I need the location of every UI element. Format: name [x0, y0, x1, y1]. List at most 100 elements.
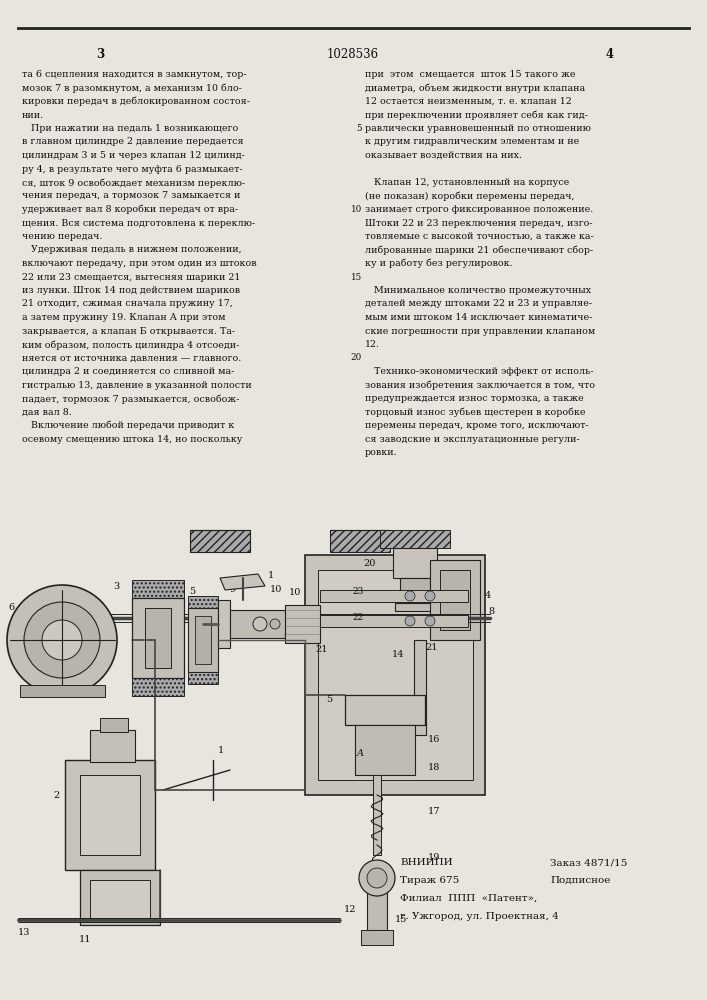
Text: При нажатии на педаль 1 возникающего: При нажатии на педаль 1 возникающего — [22, 124, 238, 133]
Text: мозок 7 в разомкнутом, а механизм 10 бло-: мозок 7 в разомкнутом, а механизм 10 бло… — [22, 84, 242, 93]
Text: Минимальное количество промежуточных: Минимальное количество промежуточных — [365, 286, 591, 295]
Bar — [90, 880, 150, 918]
Text: 22 или 23 смещается, вытесняя шарики 21: 22 или 23 смещается, вытесняя шарики 21 — [22, 272, 240, 282]
Text: 8: 8 — [488, 607, 494, 616]
Bar — [395, 603, 433, 611]
Text: Тираж 675: Тираж 675 — [400, 876, 460, 885]
Text: перемены передач, кроме того, исключают-: перемены передач, кроме того, исключают- — [365, 421, 589, 430]
Text: ким образом, полость цилиндра 4 отсоеди-: ким образом, полость цилиндра 4 отсоеди- — [22, 340, 240, 350]
Text: 12: 12 — [344, 905, 356, 914]
Bar — [380, 530, 450, 548]
Bar — [132, 580, 184, 598]
Text: 7: 7 — [445, 570, 451, 580]
Text: 17: 17 — [428, 808, 440, 816]
Text: 2: 2 — [54, 792, 60, 800]
Text: 4: 4 — [606, 48, 614, 61]
Bar — [285, 605, 320, 643]
Text: 12 остается неизменным, т. е. клапан 12: 12 остается неизменным, т. е. клапан 12 — [365, 97, 572, 106]
Text: 21: 21 — [316, 645, 328, 654]
Text: 3: 3 — [114, 582, 120, 591]
Text: 3: 3 — [96, 48, 104, 61]
Bar — [430, 560, 480, 640]
Text: либрованные шарики 21 обеспечивают сбор-: либрованные шарики 21 обеспечивают сбор- — [365, 245, 593, 255]
Text: ру 4, в результате чего муфта 6 размыкает-: ру 4, в результате чего муфта 6 размыкае… — [22, 164, 243, 174]
Bar — [20, 685, 105, 697]
Text: 14: 14 — [392, 650, 404, 659]
Text: ся, шток 9 освобождает механизм переклю-: ся, шток 9 освобождает механизм переклю- — [22, 178, 245, 188]
Bar — [367, 885, 387, 930]
Circle shape — [425, 591, 435, 601]
Circle shape — [367, 868, 387, 888]
Text: 16: 16 — [428, 736, 440, 744]
Text: из лунки. Шток 14 под действием шариков: из лунки. Шток 14 под действием шариков — [22, 286, 240, 295]
Text: включают передачу, при этом один из штоков: включают передачу, при этом один из шток… — [22, 259, 257, 268]
Bar — [80, 870, 160, 925]
Text: ку и работу без регулировок.: ку и работу без регулировок. — [365, 259, 513, 268]
Text: осевому смещению штока 14, но поскольку: осевому смещению штока 14, но поскольку — [22, 434, 243, 444]
Text: 10: 10 — [351, 205, 362, 214]
Text: закрывается, а клапан Б открывается. Та-: закрывается, а клапан Б открывается. Та- — [22, 326, 235, 336]
Text: 15: 15 — [395, 916, 407, 924]
Text: Удерживая педаль в нижнем положении,: Удерживая педаль в нижнем положении, — [22, 245, 242, 254]
Bar — [188, 596, 218, 608]
Text: Технико-экономический эффект от исполь-: Технико-экономический эффект от исполь- — [365, 367, 593, 376]
Text: 6: 6 — [8, 603, 14, 612]
Text: в главном цилиндре 2 давление передается: в главном цилиндре 2 давление передается — [22, 137, 244, 146]
Text: а затем пружину 19. Клапан А при этом: а затем пружину 19. Клапан А при этом — [22, 313, 226, 322]
Text: Клапан 12, установленный на корпусе: Клапан 12, установленный на корпусе — [365, 178, 569, 187]
Text: чению передач.: чению передач. — [22, 232, 103, 241]
Text: Заказ 4871/15: Заказ 4871/15 — [550, 858, 627, 867]
Text: 5: 5 — [356, 124, 362, 133]
Circle shape — [425, 616, 435, 626]
Bar — [345, 695, 425, 725]
Text: г. Ужгород, ул. Проектная, 4: г. Ужгород, ул. Проектная, 4 — [400, 912, 559, 921]
Text: 11: 11 — [78, 935, 91, 944]
Text: 20: 20 — [351, 354, 362, 362]
Text: мым ими штоком 14 исключает кинематиче-: мым ими штоком 14 исключает кинематиче- — [365, 313, 592, 322]
Bar — [361, 930, 393, 945]
Circle shape — [253, 617, 267, 631]
Circle shape — [405, 616, 415, 626]
Text: A: A — [356, 748, 363, 758]
Text: 20: 20 — [364, 559, 376, 568]
Text: ВНИИПИ: ВНИИПИ — [400, 858, 452, 867]
Bar — [393, 548, 437, 578]
Text: занимает строго фиксированное положение.: занимает строго фиксированное положение. — [365, 205, 593, 214]
Bar — [190, 530, 250, 552]
Text: оказывает воздействия на них.: оказывает воздействия на них. — [365, 151, 522, 160]
Text: гистралью 13, давление в указанной полости: гистралью 13, давление в указанной полос… — [22, 380, 252, 389]
Text: 5: 5 — [189, 587, 195, 596]
Text: диаметра, объем жидкости внутри клапана: диаметра, объем жидкости внутри клапана — [365, 84, 585, 93]
Text: 4: 4 — [485, 590, 491, 599]
Bar — [230, 610, 285, 638]
Bar — [90, 730, 135, 762]
Bar — [218, 600, 230, 648]
Text: 5: 5 — [326, 696, 332, 704]
Bar — [188, 672, 218, 684]
Text: 12.: 12. — [365, 340, 380, 349]
Bar — [65, 760, 155, 870]
Text: удерживает вал 8 коробки передач от вра-: удерживает вал 8 коробки передач от вра- — [22, 205, 238, 215]
Text: 1: 1 — [218, 746, 224, 755]
Text: 10: 10 — [289, 588, 301, 597]
Bar — [355, 725, 415, 775]
Text: Штоки 22 и 23 переключения передач, изго-: Штоки 22 и 23 переключения передач, изго… — [365, 219, 592, 228]
Circle shape — [42, 620, 82, 660]
Text: Подписное: Подписное — [550, 876, 610, 885]
Bar — [195, 616, 211, 664]
Text: 18: 18 — [428, 764, 440, 772]
Text: 22: 22 — [352, 612, 363, 621]
Text: 23: 23 — [352, 587, 363, 596]
Text: та 6 сцепления находится в замкнутом, тор-: та 6 сцепления находится в замкнутом, то… — [22, 70, 247, 79]
Text: при  этом  смещается  шток 15 такого же: при этом смещается шток 15 такого же — [365, 70, 575, 79]
Text: ся заводские и эксплуатационные регули-: ся заводские и эксплуатационные регули- — [365, 434, 580, 444]
Text: 21: 21 — [426, 643, 438, 652]
Bar — [132, 598, 184, 678]
Text: при переключении проявляет себя как гид-: при переключении проявляет себя как гид- — [365, 110, 588, 120]
Text: 19: 19 — [428, 854, 440, 862]
Bar — [145, 608, 171, 668]
Text: Включение любой передачи приводит к: Включение любой передачи приводит к — [22, 421, 234, 430]
Text: нии.: нии. — [22, 110, 44, 119]
Text: торцовый износ зубьев щестерен в коробке: торцовый износ зубьев щестерен в коробке — [365, 408, 585, 417]
Text: 1028536: 1028536 — [327, 48, 379, 61]
